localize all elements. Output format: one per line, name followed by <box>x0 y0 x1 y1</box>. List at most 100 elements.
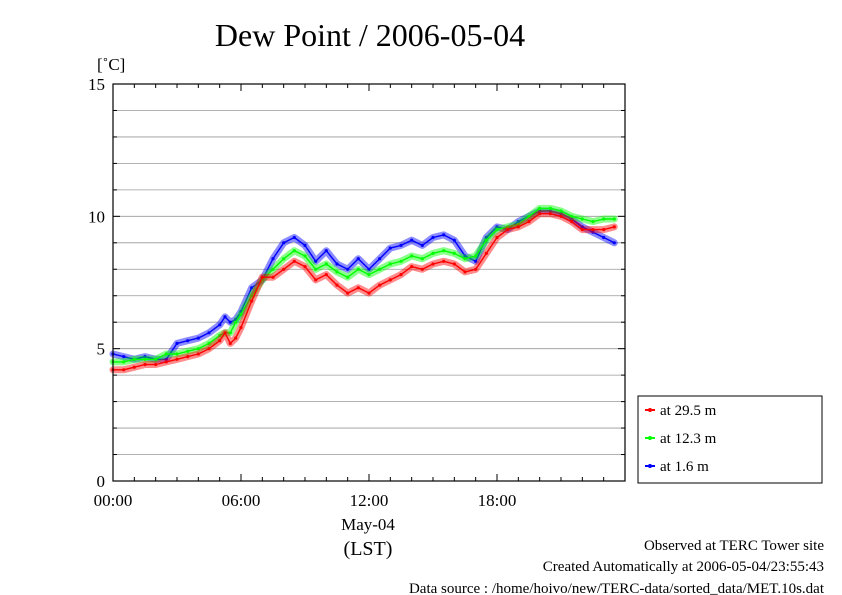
data-point <box>271 275 275 279</box>
data-point <box>164 352 168 356</box>
data-point <box>410 265 414 269</box>
footer-source: Data source : /home/hoivo/new/TERC-data/… <box>409 581 825 595</box>
x-tick-label: 12:00 <box>350 491 389 510</box>
data-point <box>527 220 531 224</box>
footer-created: Created Automatically at 2006-05-04/23:5… <box>543 559 824 575</box>
data-point <box>591 230 595 234</box>
data-point <box>356 286 360 290</box>
y-tick-label: 15 <box>88 75 105 94</box>
data-point <box>132 357 136 361</box>
y-tick-label: 5 <box>97 340 106 359</box>
data-point <box>602 235 606 240</box>
data-point <box>580 228 584 232</box>
data-point <box>324 249 328 253</box>
data-point <box>132 365 136 369</box>
gridlines <box>113 110 625 455</box>
data-point <box>367 273 371 277</box>
data-point <box>143 362 147 367</box>
data-point <box>223 331 227 335</box>
data-point <box>186 355 190 359</box>
data-point <box>388 262 392 266</box>
data-point <box>250 294 254 298</box>
data-point <box>228 320 232 324</box>
data-point <box>378 257 382 261</box>
x-tick-label: 00:00 <box>94 491 133 510</box>
data-point <box>250 286 254 290</box>
data-point <box>570 220 574 224</box>
data-point <box>154 357 158 361</box>
data-point <box>495 228 499 232</box>
data-point <box>516 225 520 229</box>
data-point <box>207 331 211 335</box>
legend-marker <box>648 436 652 440</box>
data-point <box>250 299 254 303</box>
data-point <box>239 325 243 330</box>
data-point <box>452 238 456 242</box>
legend-label: at 29.5 m <box>660 403 717 419</box>
chart-title: Dew Point / 2006-05-04 <box>215 17 525 53</box>
data-point <box>175 341 179 345</box>
data-point <box>463 257 467 261</box>
data-point <box>570 217 574 221</box>
data-point <box>399 273 403 277</box>
data-point <box>218 339 222 343</box>
y-axis-ticks: 0 5 10 15 <box>88 75 625 491</box>
legend-label: at 12.3 m <box>660 431 717 447</box>
data-point <box>442 233 446 237</box>
y-axis-label: [˚C] <box>97 55 125 74</box>
data-point <box>303 265 307 269</box>
data-point <box>314 259 318 263</box>
data-point <box>314 267 318 271</box>
legend-label: at 1.6 m <box>660 459 709 475</box>
data-point <box>228 341 232 345</box>
data-point <box>612 225 616 229</box>
data-point <box>207 341 211 345</box>
data-point <box>388 246 392 250</box>
data-point <box>548 209 552 213</box>
data-point <box>292 259 296 263</box>
data-point <box>175 357 179 361</box>
x-axis-ticks: 00:00 06:00 12:00 18:00 <box>94 84 626 510</box>
data-point <box>399 243 403 247</box>
data-point <box>260 275 264 279</box>
data-point <box>484 238 488 242</box>
legend-marker <box>648 464 652 468</box>
data-point <box>399 259 403 263</box>
data-point <box>324 273 328 277</box>
data-point <box>324 262 328 266</box>
y-tick-label: 10 <box>88 207 105 226</box>
data-point <box>218 323 222 327</box>
data-point <box>378 267 382 271</box>
legend-marker <box>648 408 652 412</box>
data-point <box>314 278 318 282</box>
data-point <box>591 220 595 224</box>
data-point <box>527 214 531 218</box>
legend-box <box>637 395 823 484</box>
data-point <box>559 212 563 216</box>
data-point <box>303 243 307 247</box>
data-point <box>452 251 456 255</box>
data-point <box>559 214 563 218</box>
data-point <box>538 212 542 216</box>
series-band <box>109 210 618 374</box>
data-point <box>495 225 499 229</box>
data-point <box>516 222 520 226</box>
data-point <box>452 262 456 266</box>
footer-site: Observed at TERC Tower site <box>644 538 824 554</box>
data-point <box>271 257 275 261</box>
data-point <box>367 291 371 295</box>
data-point <box>431 235 435 240</box>
data-point <box>356 257 360 261</box>
data-point <box>474 267 478 271</box>
data-point <box>282 267 286 271</box>
data-point <box>356 267 360 271</box>
data-point <box>303 254 307 258</box>
data-point <box>164 360 168 364</box>
data-point <box>591 228 595 232</box>
data-point <box>143 355 147 359</box>
data-point <box>506 225 510 229</box>
data-point <box>154 362 158 367</box>
series-band <box>109 207 618 363</box>
data-point <box>442 259 446 263</box>
data-point <box>602 228 606 232</box>
